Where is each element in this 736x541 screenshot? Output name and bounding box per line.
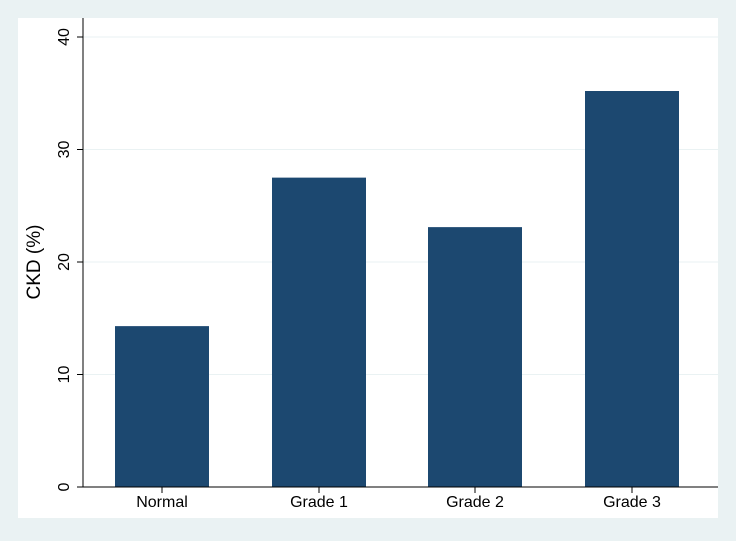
x-tick-label: Grade 3 (603, 494, 661, 511)
x-axis-ticks: Normal Grade 1 Grade 2 Grade 3 (136, 487, 661, 511)
x-tick-label: Grade 2 (446, 494, 504, 511)
bars (115, 91, 679, 487)
bar-grade-3 (585, 91, 679, 487)
x-tick-label: Grade 1 (290, 494, 348, 511)
bar-grade-1 (272, 177, 366, 487)
y-axis-title: CKD (%) (24, 225, 45, 300)
bar-normal (115, 326, 209, 487)
y-tick-label: 30 (56, 141, 73, 159)
y-tick-label: 20 (56, 253, 73, 271)
bar-grade-2 (428, 227, 522, 487)
y-tick-label: 40 (56, 28, 73, 46)
y-tick-label: 10 (56, 366, 73, 384)
y-tick-label: 0 (56, 482, 73, 491)
y-axis-ticks: 0 10 20 30 40 (56, 28, 83, 491)
x-tick-label: Normal (136, 494, 188, 511)
axes (82, 18, 718, 488)
